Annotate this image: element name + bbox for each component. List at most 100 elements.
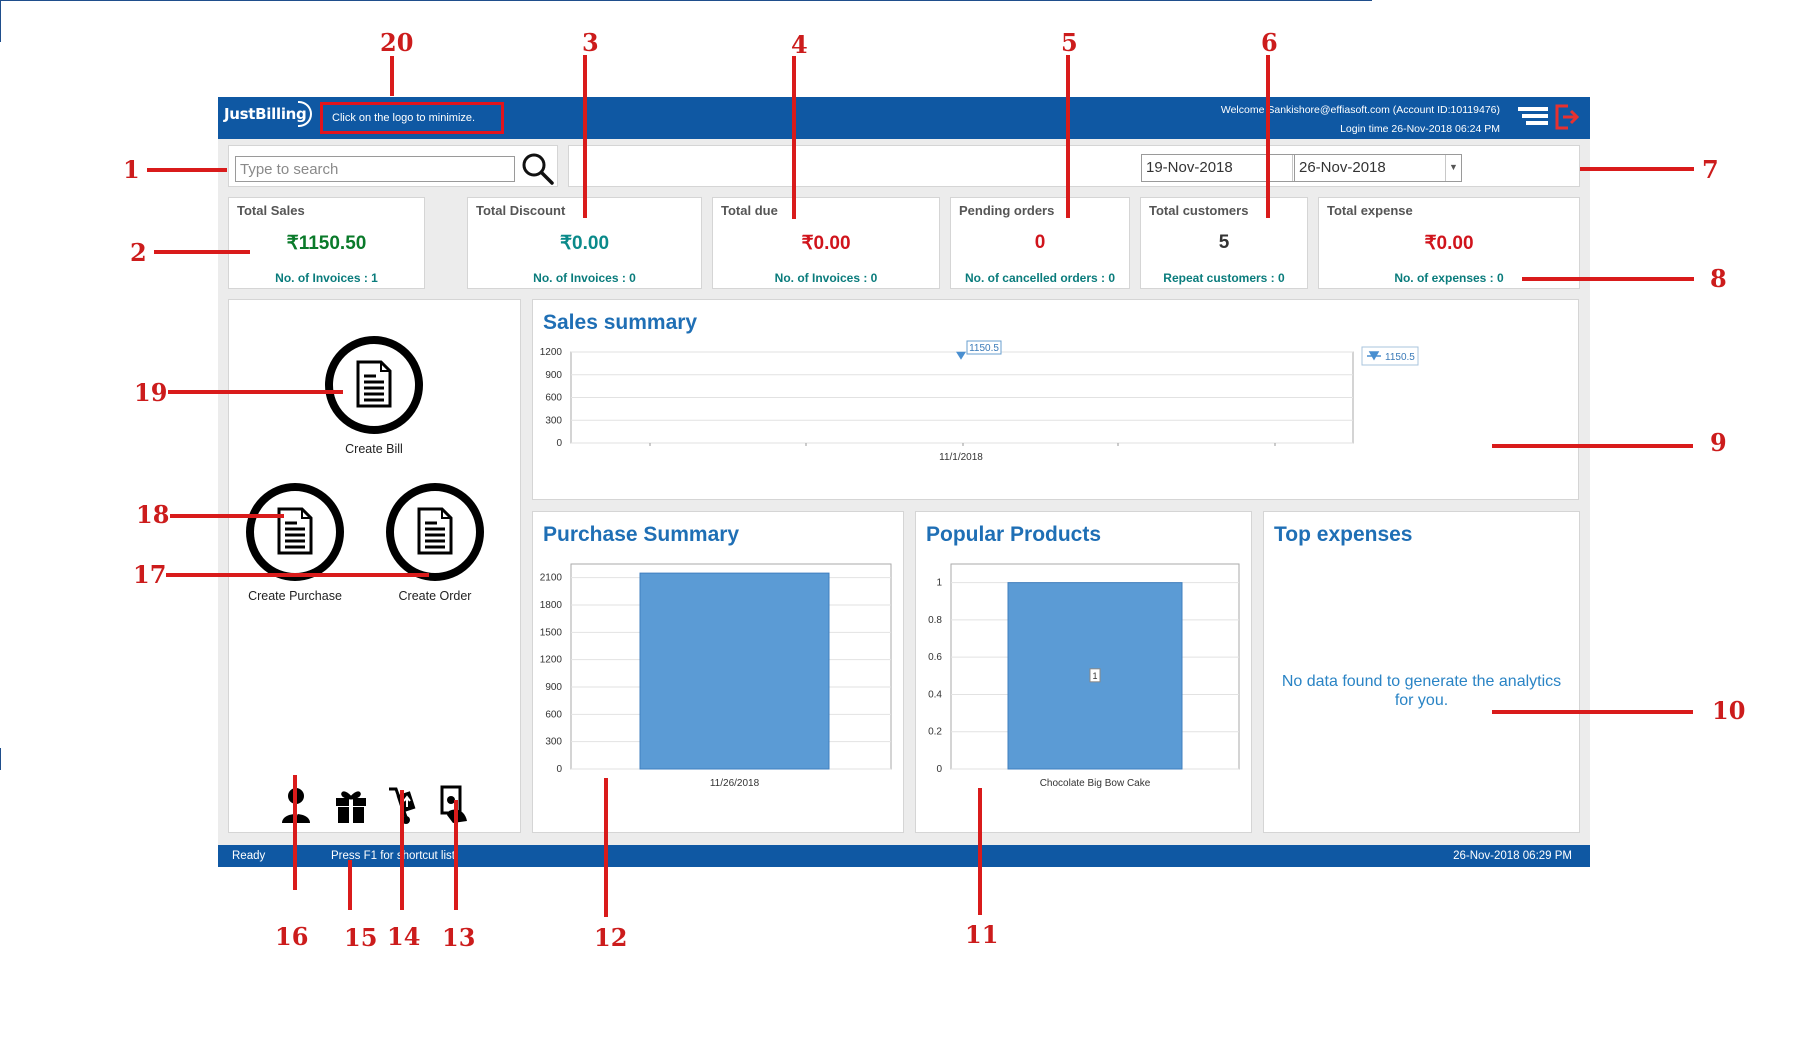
minimize-hint: Click on the logo to minimize. [320, 102, 504, 134]
y-tick-label: 1200 [540, 347, 563, 358]
annotation-number: 9 [1710, 428, 1727, 457]
document-icon[interactable] [386, 483, 484, 581]
top-expenses-panel: Top expenses No data found to generate t… [1263, 511, 1580, 833]
gift-icon[interactable] [334, 785, 368, 825]
card-total-sales[interactable]: Total Sales ₹1150.50 No. of Invoices : 1 [228, 197, 425, 289]
from-date-picker[interactable]: 19-Nov-2018 ▼ [1141, 154, 1309, 182]
card-label: Total expense [1327, 203, 1413, 218]
annotation-pointer [454, 800, 458, 910]
annotation-pointer [978, 788, 982, 915]
popular-products-panel: Popular Products 0 0.2 0.4 0.6 0.8 1 Chocolate… [915, 511, 1252, 833]
app-logo[interactable]: JustBilling [224, 105, 307, 123]
card-value: ₹0.00 [1424, 233, 1474, 254]
chevron-down-icon[interactable]: ▼ [1445, 155, 1461, 181]
login-time: Login time 26-Nov-2018 06:24 PM [1340, 123, 1500, 135]
y-tick-label: 0 [556, 438, 562, 449]
annotation-number: 4 [791, 30, 808, 59]
y-tick-label: 300 [545, 737, 562, 748]
purchase-summary-chart: 0 300 600 900 1200 1500 1800 2100 11/26/2018 [540, 563, 892, 789]
to-date-value: 26-Nov-2018 [1299, 159, 1386, 176]
bar [639, 572, 830, 770]
card-sub: Repeat customers : 0 [1163, 271, 1285, 285]
annotation-pointer [1492, 710, 1693, 714]
annotation-pointer [170, 514, 284, 518]
annotation-number: 2 [130, 238, 147, 267]
data-label: 1 [1092, 671, 1097, 681]
y-tick-label: 1800 [540, 600, 563, 611]
data-label-box [966, 340, 1002, 355]
annotation-pointer [1580, 167, 1694, 171]
annotation-number: 3 [582, 28, 599, 57]
from-date-value: 19-Nov-2018 [1146, 159, 1233, 176]
document-icon[interactable] [325, 336, 423, 434]
card-total-customers[interactable]: Total customers 5 Repeat customers : 0 [1140, 197, 1308, 289]
annotation-pointer [1492, 444, 1693, 448]
annotation-number: 17 [133, 560, 167, 589]
no-data-message: No data found to generate the analytics … [1281, 673, 1562, 709]
card-label: Total Discount [476, 203, 566, 218]
annotation-number: 18 [136, 500, 170, 529]
data-point [956, 351, 966, 360]
search-input[interactable] [235, 156, 515, 182]
y-tick-label: 0.6 [928, 652, 942, 663]
create-purchase-button[interactable]: Create Purchase [246, 483, 344, 603]
annotation-pointer [1522, 277, 1694, 281]
data-label: 1150.5 [969, 343, 999, 354]
card-total-due[interactable]: Total due ₹0.00 No. of Invoices : 0 [712, 197, 940, 289]
card-label: Total Sales [237, 203, 305, 218]
annotation-number: 6 [1261, 28, 1278, 57]
dashboard-content: 19-Nov-2018 ▼ 26-Nov-2018 ▼ Total Sales … [218, 139, 1590, 845]
y-tick-label: 0.2 [928, 727, 942, 738]
card-label: Total due [721, 203, 778, 218]
left-edge-marker [0, 748, 1, 770]
y-tick-label: 600 [545, 393, 562, 404]
create-purchase-label: Create Purchase [248, 589, 342, 603]
card-sub: No. of Invoices : 1 [275, 271, 378, 285]
card-label: Pending orders [959, 203, 1055, 218]
annotation-number: 20 [380, 28, 414, 57]
left-edge-marker [0, 0, 1, 42]
annotation-pointer [348, 860, 352, 910]
annotation-pointer [792, 56, 796, 219]
search-bar [228, 145, 558, 187]
x-tick-label: Chocolate Big Bow Cake [1040, 778, 1151, 789]
annotation-pointer [168, 390, 343, 394]
user-info: Welcome Sankishore@effiasoft.com (Accoun… [1221, 101, 1500, 139]
status-ready: Ready [232, 850, 266, 862]
annotation-pointer [583, 55, 587, 218]
annotation-pointer [604, 778, 608, 917]
card-label: Total customers [1149, 203, 1249, 218]
x-tick-label: 11/1/2018 [939, 452, 983, 463]
data-label-box [1089, 668, 1101, 683]
status-bar: Ready Press F1 for shortcut list 26-Nov-… [218, 845, 1590, 867]
title-bar: JustBilling Click on the logo to minimiz… [218, 97, 1590, 139]
card-total-expense[interactable]: Total expense ₹0.00 No. of expenses : 0 [1318, 197, 1580, 289]
annotation-number: 14 [387, 922, 421, 951]
card-value: 5 [1218, 232, 1230, 253]
logout-icon[interactable] [1554, 103, 1580, 131]
create-bill-label: Create Bill [345, 442, 403, 456]
card-pending-orders[interactable]: Pending orders 0 No. of cancelled orders… [950, 197, 1130, 289]
y-tick-label: 900 [545, 370, 562, 381]
annotation-number: 1 [123, 155, 140, 184]
logo-arc-icon [298, 101, 312, 127]
y-tick-label: 0.4 [928, 689, 942, 700]
annotation-pointer [154, 250, 250, 254]
to-date-picker[interactable]: 26-Nov-2018 ▼ [1294, 154, 1462, 182]
card-sub: No. of cancelled orders : 0 [964, 271, 1116, 285]
annotation-number: 15 [344, 923, 378, 952]
sales-summary-chart: 0 300 600 900 1200 1150.5 11/1/2018 1150.5 [540, 340, 1419, 463]
document-icon[interactable] [246, 483, 344, 581]
search-icon[interactable] [521, 152, 555, 186]
annotation-pointer [1266, 55, 1270, 218]
hamburger-menu-icon[interactable] [1518, 107, 1548, 129]
create-bill-button[interactable]: Create Bill [325, 336, 423, 456]
y-tick-label: 2100 [540, 573, 563, 584]
annotation-number: 19 [134, 378, 168, 407]
annotation-number: 13 [442, 923, 476, 952]
top-expenses-title: Top expenses [1274, 523, 1413, 546]
annotation-number: 12 [594, 923, 628, 952]
card-sub: No. of Invoices : 0 [774, 271, 878, 285]
create-order-button[interactable]: Create Order [386, 483, 484, 603]
